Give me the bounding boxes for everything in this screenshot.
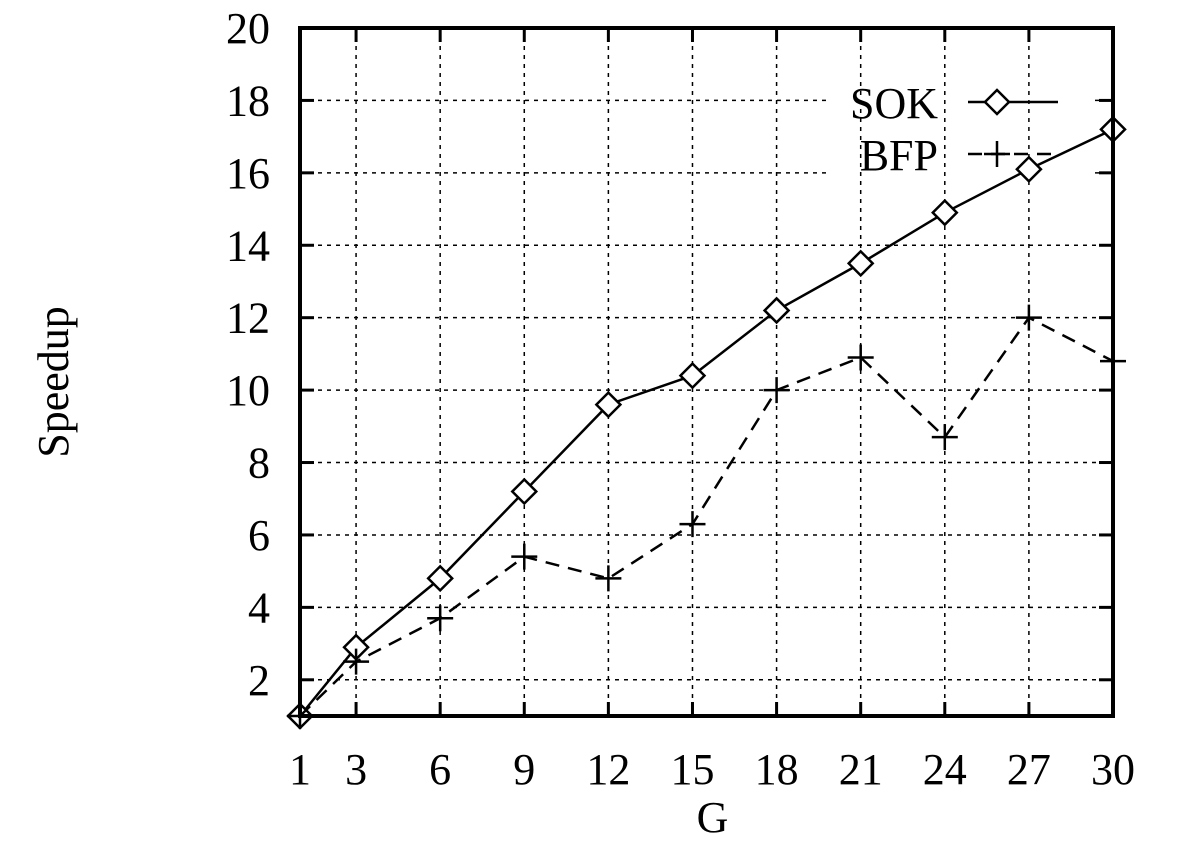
legend-sample-sok <box>968 88 1058 116</box>
series-line-sok <box>299 128 1114 717</box>
data-point-sok <box>678 361 707 390</box>
y-tick-label: 18 <box>226 76 270 125</box>
data-point-bfp <box>427 605 454 632</box>
data-point-sok <box>510 477 539 506</box>
x-tick-label: 27 <box>1007 745 1051 794</box>
y-tick-label: 12 <box>226 294 270 343</box>
data-point-sok <box>931 198 959 227</box>
data-point-bfp <box>763 377 790 404</box>
legend-sample-bfp <box>968 141 1058 167</box>
data-point-sok <box>426 564 454 593</box>
data-point-bfp <box>847 344 874 371</box>
y-tick-label: 14 <box>226 221 270 270</box>
legend-marker-bfp <box>984 141 1010 167</box>
x-tick-label: 9 <box>513 745 535 794</box>
y-tick-label: 4 <box>248 583 270 632</box>
x-tick-label: 18 <box>755 745 799 794</box>
legend: SOK BFP <box>850 79 1058 180</box>
data-point-sok <box>762 296 791 325</box>
y-tick-label: 16 <box>226 149 270 198</box>
data-point-sok <box>846 249 875 278</box>
y-tick-label: 6 <box>248 511 270 560</box>
data-point-bfp <box>931 424 958 451</box>
y-tick-label: 20 <box>226 4 270 53</box>
data-point-bfp <box>511 543 538 570</box>
x-tick-label: 3 <box>345 745 367 794</box>
legend-label-bfp: BFP <box>860 131 938 180</box>
data-point-bfp <box>1015 304 1042 331</box>
data-point-bfp <box>343 648 370 675</box>
series-sok <box>286 115 1127 730</box>
legend-marker-sok <box>983 88 1011 116</box>
y-tick-label: 2 <box>248 656 270 705</box>
x-tick-label: 6 <box>429 745 451 794</box>
plot-frame <box>298 26 1115 718</box>
series-bfp <box>287 304 1126 729</box>
series-line-bfp <box>299 316 1114 717</box>
x-tick-label: 15 <box>670 745 714 794</box>
x-tick-label: 12 <box>586 745 630 794</box>
data-point-bfp <box>595 565 622 592</box>
x-axis-title: G <box>697 793 729 842</box>
y-axis-title: Speedup <box>29 306 78 458</box>
y-tick-label: 8 <box>248 439 270 488</box>
data-point-bfp <box>679 511 706 538</box>
x-tick-label: 30 <box>1091 745 1135 794</box>
data-point-sok <box>594 390 623 419</box>
legend-label-sok: SOK <box>850 79 938 128</box>
data-point-sok <box>1015 155 1043 183</box>
x-tick-label: 1 <box>289 745 311 794</box>
x-tick-label: 24 <box>923 745 967 794</box>
x-tick-label: 21 <box>839 745 883 794</box>
y-tick-label: 10 <box>226 366 270 415</box>
series <box>286 115 1127 730</box>
